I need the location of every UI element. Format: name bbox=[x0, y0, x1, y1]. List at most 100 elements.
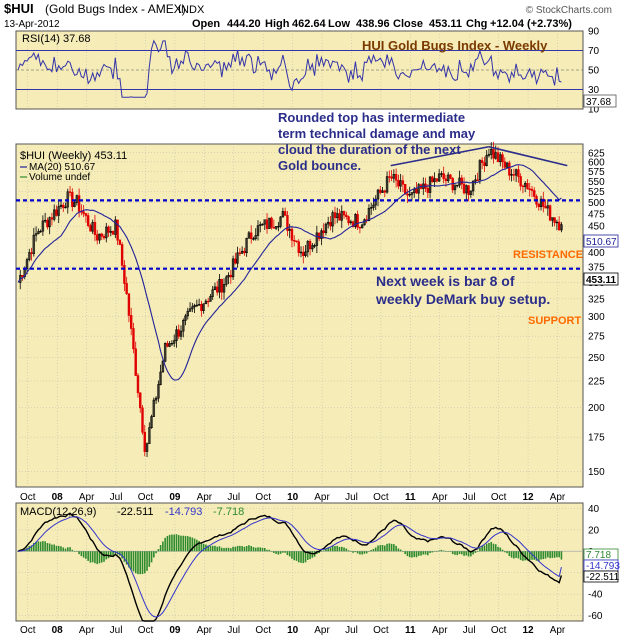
macd-histogram-bar bbox=[245, 545, 248, 552]
price-bar bbox=[277, 221, 280, 232]
price-tick-label: 550 bbox=[588, 177, 605, 188]
price-bar-body bbox=[311, 245, 314, 250]
price-bar bbox=[48, 216, 51, 235]
price-bar bbox=[141, 404, 144, 435]
price-bar bbox=[458, 170, 461, 188]
price-bar-body bbox=[127, 293, 131, 316]
price-bar bbox=[499, 152, 502, 167]
price-bar-body bbox=[152, 399, 156, 417]
macd-histogram-bar bbox=[354, 551, 357, 553]
chart-title: HUI Gold Bugs Index - Weekly bbox=[362, 38, 548, 53]
price-bar-body bbox=[467, 185, 470, 195]
price-bar bbox=[129, 307, 133, 336]
macd-histogram-bar bbox=[343, 547, 345, 552]
price-bar bbox=[508, 160, 511, 181]
price-bar bbox=[428, 176, 432, 199]
price-bar-body bbox=[211, 289, 214, 297]
price-bar bbox=[86, 212, 90, 228]
price-bar-body bbox=[331, 212, 334, 227]
x-tick-label: Apr bbox=[314, 492, 330, 503]
price-bar bbox=[492, 141, 495, 164]
price-bar bbox=[191, 302, 194, 313]
macd-histogram-bar bbox=[211, 545, 214, 552]
watermark: © StockCharts.com bbox=[526, 5, 612, 16]
price-bar-body bbox=[415, 188, 418, 194]
macd-histogram-bar bbox=[189, 536, 191, 552]
price-bar-body bbox=[159, 371, 162, 385]
price-bar bbox=[358, 226, 362, 234]
rsi-grid bbox=[16, 31, 583, 109]
macd-histogram-bar bbox=[62, 547, 65, 552]
price-bar-body bbox=[521, 185, 525, 188]
price-bar-body bbox=[270, 217, 273, 228]
price-bar bbox=[329, 216, 332, 231]
close-value-tag-box bbox=[583, 272, 619, 286]
price-tick-label: 475 bbox=[588, 210, 605, 221]
price-bar bbox=[379, 185, 382, 195]
price-tick-label: 275 bbox=[588, 332, 605, 343]
macd-histogram-bar bbox=[110, 551, 112, 557]
price-bar bbox=[295, 240, 298, 243]
price-bar bbox=[528, 182, 531, 197]
price-bar bbox=[503, 157, 507, 170]
macd-histogram-bar bbox=[388, 543, 391, 552]
price-bar bbox=[270, 216, 273, 230]
macd-histogram-bar bbox=[291, 551, 293, 559]
price-bar-body bbox=[281, 211, 285, 218]
price-bar bbox=[542, 191, 545, 213]
price-bar-body bbox=[431, 176, 434, 183]
price-bar-body bbox=[302, 251, 305, 257]
x-tick-label: Oct bbox=[491, 625, 507, 636]
macd-histogram-bar bbox=[476, 551, 479, 552]
macd-histogram-bar bbox=[270, 551, 273, 552]
price-bar-body bbox=[132, 328, 135, 350]
macd-histogram-bar bbox=[182, 535, 185, 552]
x-tick-label: Oct bbox=[20, 492, 36, 503]
price-bar bbox=[68, 186, 72, 197]
price-axis: 6256005755505255004754504254003753503253… bbox=[588, 148, 605, 478]
macd-histogram-bar bbox=[177, 535, 180, 552]
price-bar bbox=[336, 207, 339, 224]
price-bar bbox=[43, 212, 47, 224]
price-bar bbox=[433, 172, 436, 188]
x-tick-label: 11 bbox=[405, 625, 416, 636]
price-bar bbox=[202, 303, 205, 314]
macd-histogram-bar bbox=[277, 551, 280, 555]
price-bar-body bbox=[358, 226, 362, 229]
macd-histogram-bar bbox=[37, 541, 40, 552]
macd-histogram-bar bbox=[424, 551, 427, 555]
price-bar bbox=[229, 269, 233, 284]
macd-histogram-bar bbox=[479, 547, 481, 552]
macd-legend-signal: -14.793 bbox=[165, 506, 202, 518]
x-tick-label: Apr bbox=[79, 492, 95, 503]
price-bar bbox=[105, 222, 108, 243]
x-tick-label: Apr bbox=[550, 492, 566, 503]
macd-histogram-bar bbox=[288, 551, 291, 557]
price-bar-body bbox=[256, 225, 260, 236]
price-bar-body bbox=[297, 241, 300, 253]
price-bar-body bbox=[75, 195, 79, 203]
price-bar bbox=[82, 205, 85, 217]
macd-tick-label: -40 bbox=[588, 590, 603, 601]
price-bar-body bbox=[444, 178, 448, 182]
price-bar-body bbox=[120, 244, 124, 266]
price-bar-body bbox=[449, 174, 452, 179]
macd-histogram-bar bbox=[198, 540, 200, 552]
price-bar bbox=[326, 216, 330, 229]
price-bar-body bbox=[492, 148, 495, 159]
rsi-tick-label: 50 bbox=[588, 66, 600, 77]
price-bar-body bbox=[195, 304, 199, 307]
price-bar-body bbox=[304, 251, 307, 257]
price-bar-body bbox=[499, 154, 502, 163]
macd-histogram-bar bbox=[456, 551, 459, 556]
macd-histogram-bar bbox=[98, 551, 101, 564]
price-bar-body bbox=[41, 220, 45, 232]
price-bar-body bbox=[34, 233, 38, 236]
macd-histogram-bar bbox=[42, 541, 44, 552]
support-label: SUPPORT bbox=[528, 315, 581, 327]
macd-histogram-bar bbox=[420, 551, 422, 556]
price-grid bbox=[16, 144, 583, 487]
price-bar bbox=[367, 204, 371, 222]
price-bar bbox=[347, 215, 350, 226]
price-bar-body bbox=[55, 209, 58, 216]
